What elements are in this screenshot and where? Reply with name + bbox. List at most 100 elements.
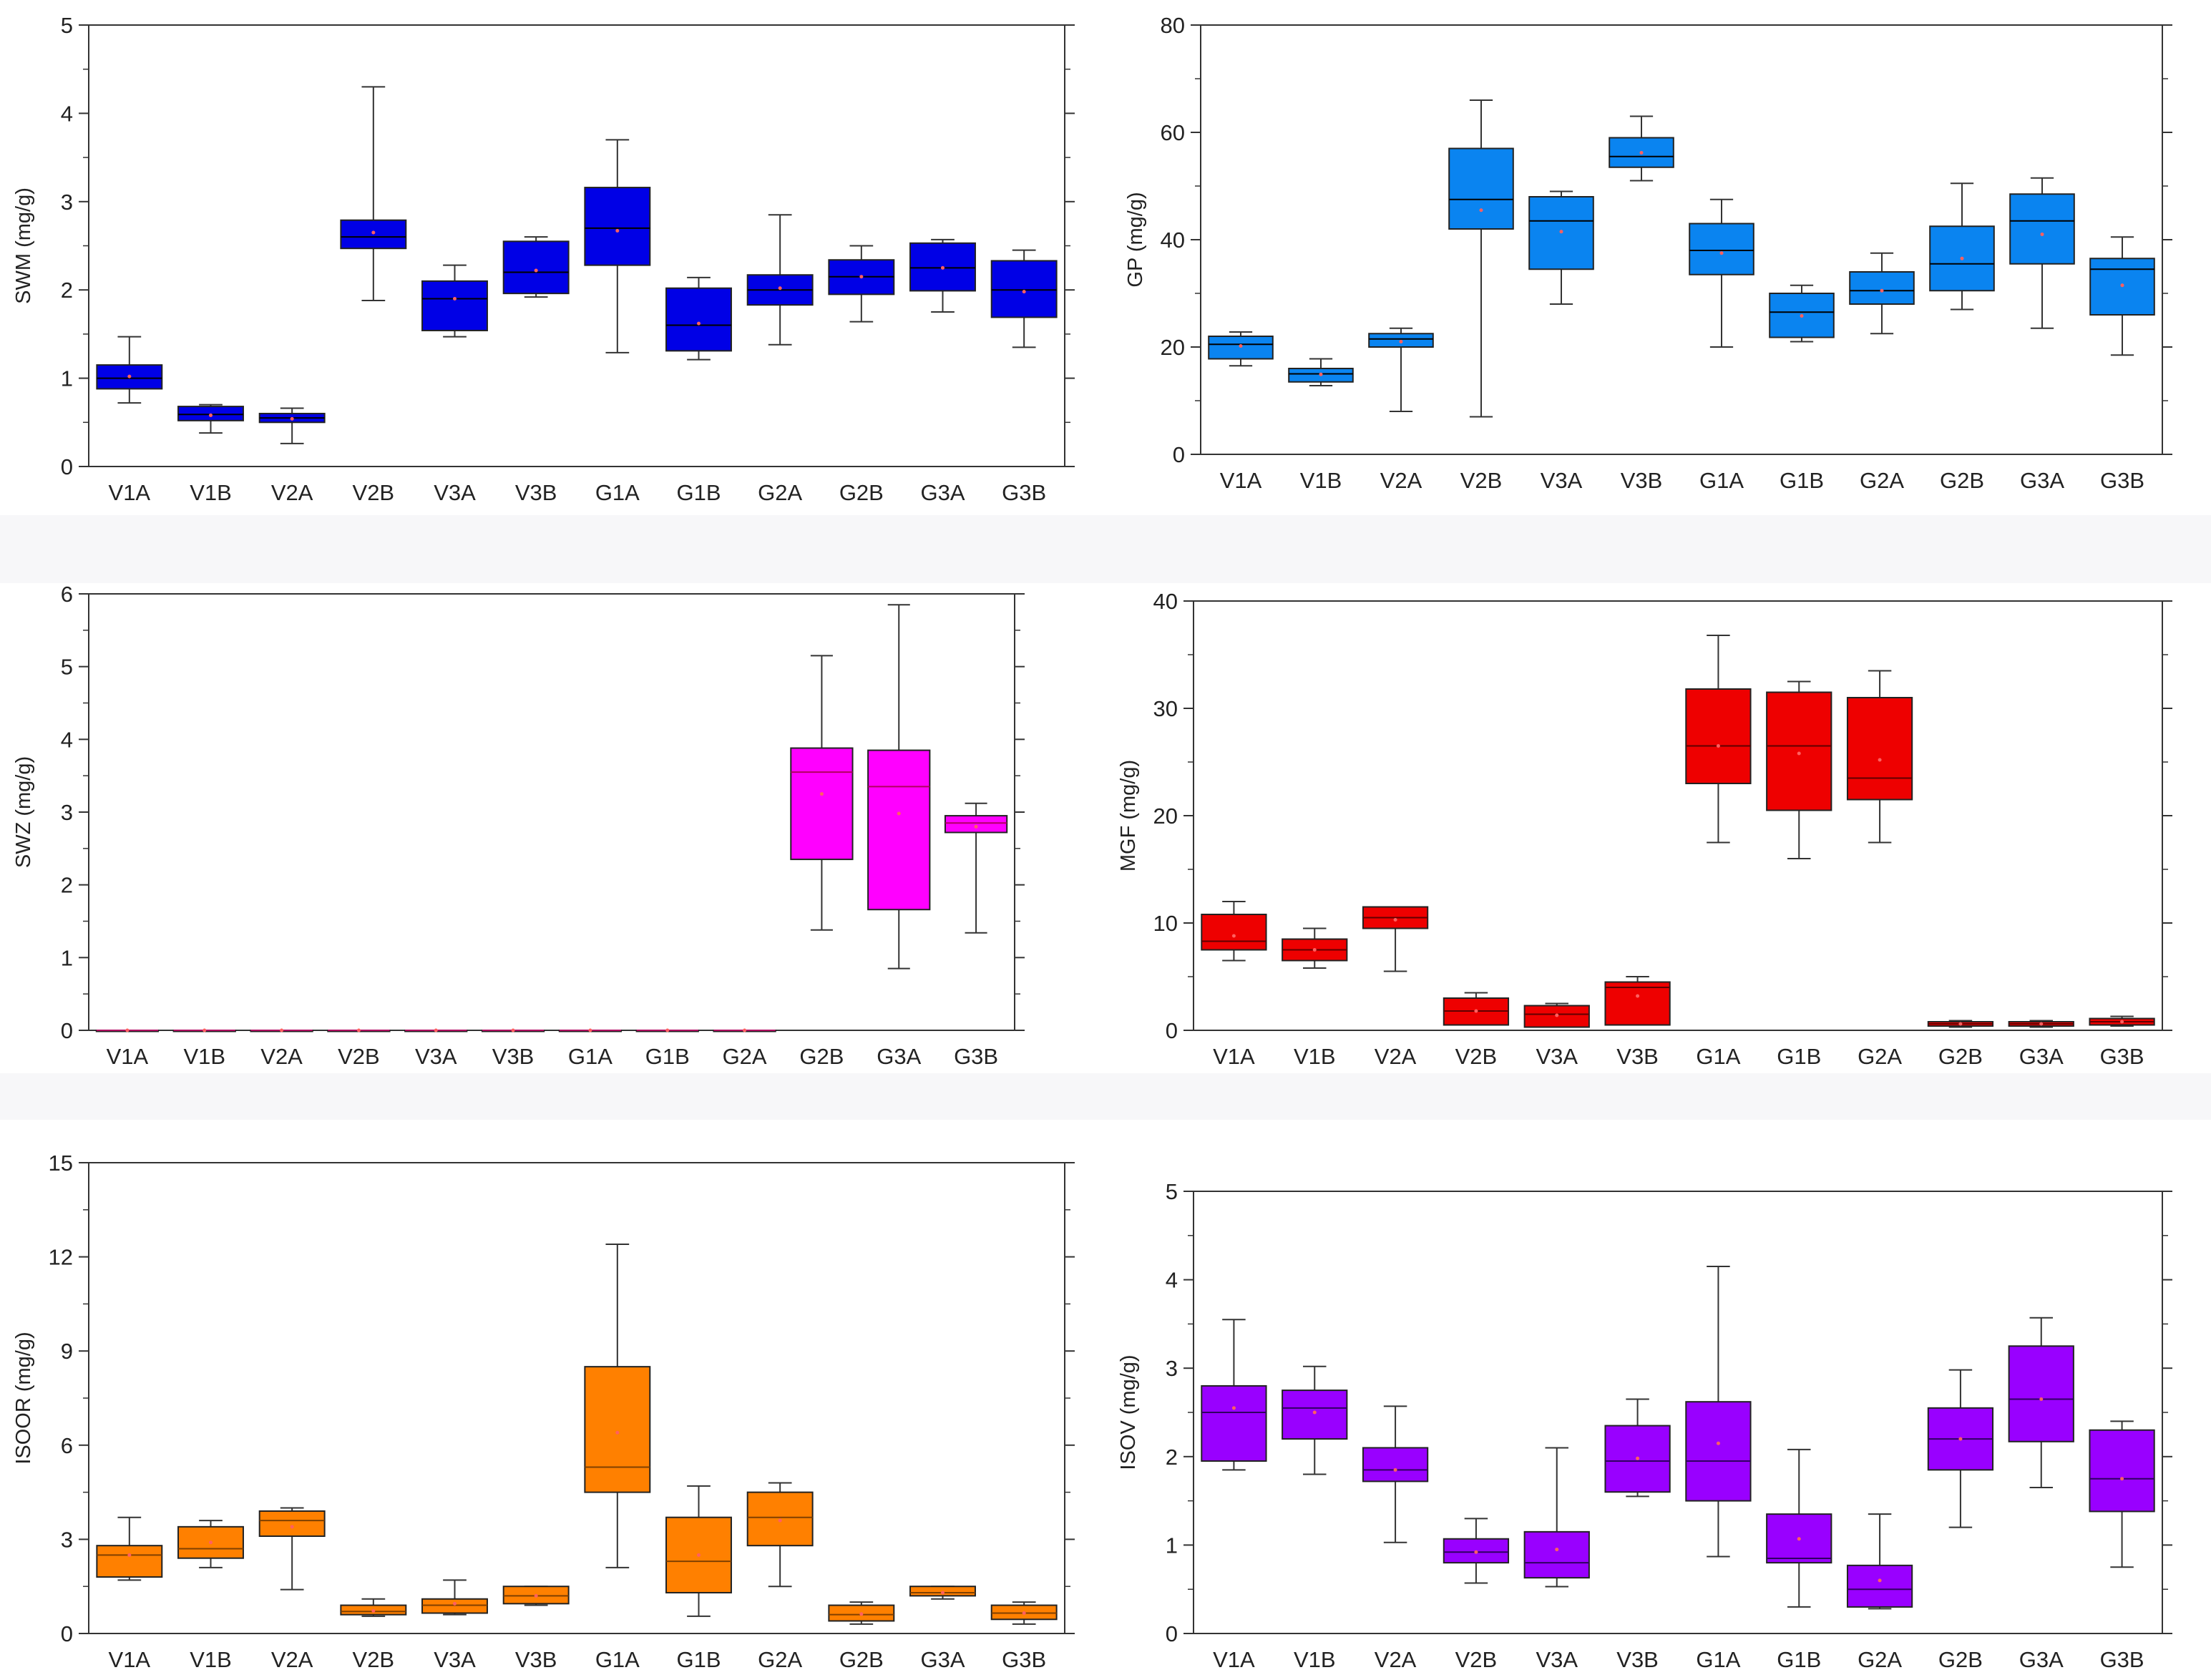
chart-panel-2: 0 20 40 60 80 GP (mg/g) V1A V1B V2A V2B V3A V3B G1A G…: [1124, 13, 2172, 493]
y-tick-label: 40: [1153, 589, 1178, 614]
mean-marker: [2040, 233, 2044, 236]
box-G3A: [909, 238, 976, 313]
box-V1A: [96, 1516, 163, 1581]
x-tick-label: G3B: [2100, 468, 2144, 493]
box-iqr: [1685, 688, 1752, 784]
y-tick-label: 2: [61, 873, 73, 898]
box-V3B: [481, 1028, 545, 1032]
mean-marker: [697, 321, 701, 326]
mean-marker: [434, 1028, 438, 1032]
y-tick-label: 20: [1161, 335, 1185, 360]
box-G1A: [1685, 635, 1752, 844]
x-tick-label: V2B: [1460, 468, 1503, 493]
mean-marker: [1231, 934, 1236, 938]
mean-marker: [209, 1540, 213, 1545]
x-tick-label: G3B: [2100, 1044, 2144, 1069]
mean-marker: [202, 1028, 207, 1032]
box-G2A: [746, 1482, 814, 1588]
y-tick-label: 3: [61, 190, 73, 215]
x-tick-label: V3A: [415, 1044, 457, 1069]
box-V3A: [421, 264, 488, 338]
box-G1A: [1689, 198, 1754, 348]
box-V3A: [1523, 1002, 1590, 1028]
y-axis-label: SWM (mg/g): [12, 187, 35, 304]
box-G2A: [1846, 1513, 1913, 1610]
x-tick-label: G1A: [1696, 1647, 1740, 1672]
box-V2A: [1362, 906, 1429, 972]
box-iqr: [96, 1545, 163, 1578]
box-G1B: [1766, 680, 1832, 859]
box-V2B: [1443, 992, 1510, 1026]
x-tick-label: G2A: [758, 1647, 802, 1672]
x-tick-label: G2B: [799, 1044, 844, 1069]
x-tick-label: G3A: [2019, 1044, 2064, 1069]
mean-marker: [1474, 1009, 1478, 1013]
box-V2B: [1443, 1518, 1510, 1584]
x-tick-label: V2A: [260, 1044, 303, 1069]
chart-panel-3: 0 1 2 3 4 5 6 SWZ (mg/g) V1A V1B V2A V2B V3A V3B G1A G1…: [12, 582, 1025, 1069]
box-iqr: [421, 280, 488, 331]
box-G2B: [828, 245, 895, 323]
x-tick-label: V1B: [190, 480, 232, 505]
mean-marker: [1559, 230, 1563, 234]
mean-marker: [1878, 758, 1882, 762]
x-tick-label: V3B: [1616, 1647, 1659, 1672]
box-G1A: [1685, 1266, 1752, 1558]
box-G3B: [990, 1601, 1058, 1625]
box-iqr: [665, 287, 732, 352]
box-V3B: [1604, 976, 1671, 1026]
box-V1B: [177, 1520, 244, 1568]
mean-marker: [1639, 151, 1644, 155]
box-iqr: [944, 815, 1008, 834]
y-tick-label: 2: [1166, 1445, 1178, 1470]
y-tick-label: 1: [61, 366, 73, 391]
box-V3A: [1528, 190, 1594, 305]
mean-marker: [588, 1028, 592, 1032]
box-iqr: [1604, 981, 1671, 1026]
box-G2B: [1927, 1020, 1994, 1028]
mean-marker: [356, 1028, 361, 1032]
box-iqr: [1689, 223, 1754, 275]
mean-marker: [1960, 256, 1964, 260]
box-V1A: [96, 336, 163, 404]
box-iqr: [2089, 1429, 2155, 1513]
box-G1B: [1769, 284, 1835, 343]
y-tick-label: 80: [1161, 13, 1185, 38]
x-tick-label: G2A: [1858, 1044, 1902, 1069]
mean-marker: [1958, 1437, 1963, 1441]
y-tick-label: 4: [1166, 1268, 1178, 1293]
box-V2A: [1368, 327, 1434, 412]
mean-marker: [2120, 1477, 2124, 1481]
box-V2A: [1362, 1405, 1429, 1543]
box-V1B: [1282, 927, 1348, 969]
y-tick-label: 3: [61, 1527, 73, 1552]
mean-marker: [1716, 1441, 1720, 1445]
box-G2B: [1927, 1369, 1994, 1528]
mean-marker: [1555, 1013, 1559, 1017]
box-G2B: [828, 1601, 895, 1625]
box-V1B: [177, 404, 244, 434]
mean-marker: [1231, 1406, 1236, 1410]
box-iqr: [584, 1366, 651, 1493]
x-tick-label: V1A: [109, 480, 151, 505]
box-G3B: [944, 802, 1008, 934]
box-V3A: [404, 1028, 468, 1032]
x-tick-label: G1A: [568, 1044, 612, 1069]
y-tick-label: 6: [61, 582, 73, 607]
panel-row-gap-1: [0, 515, 2211, 583]
plot-frame: [1193, 600, 2163, 1031]
box-G2A: [713, 1028, 776, 1032]
y-tick-label: 10: [1153, 911, 1178, 936]
y-axis-label: ISOV (mg/g): [1117, 1354, 1140, 1470]
mean-marker: [1797, 1537, 1801, 1541]
box-iqr: [1282, 1390, 1348, 1440]
box-iqr: [1846, 1564, 1913, 1608]
mean-marker: [127, 374, 132, 379]
mean-marker: [941, 265, 945, 270]
mean-marker: [1555, 1548, 1559, 1552]
mean-marker: [897, 811, 901, 816]
x-tick-label: V1A: [1220, 468, 1262, 493]
box-V3A: [1523, 1447, 1590, 1588]
box-iqr: [990, 260, 1058, 318]
